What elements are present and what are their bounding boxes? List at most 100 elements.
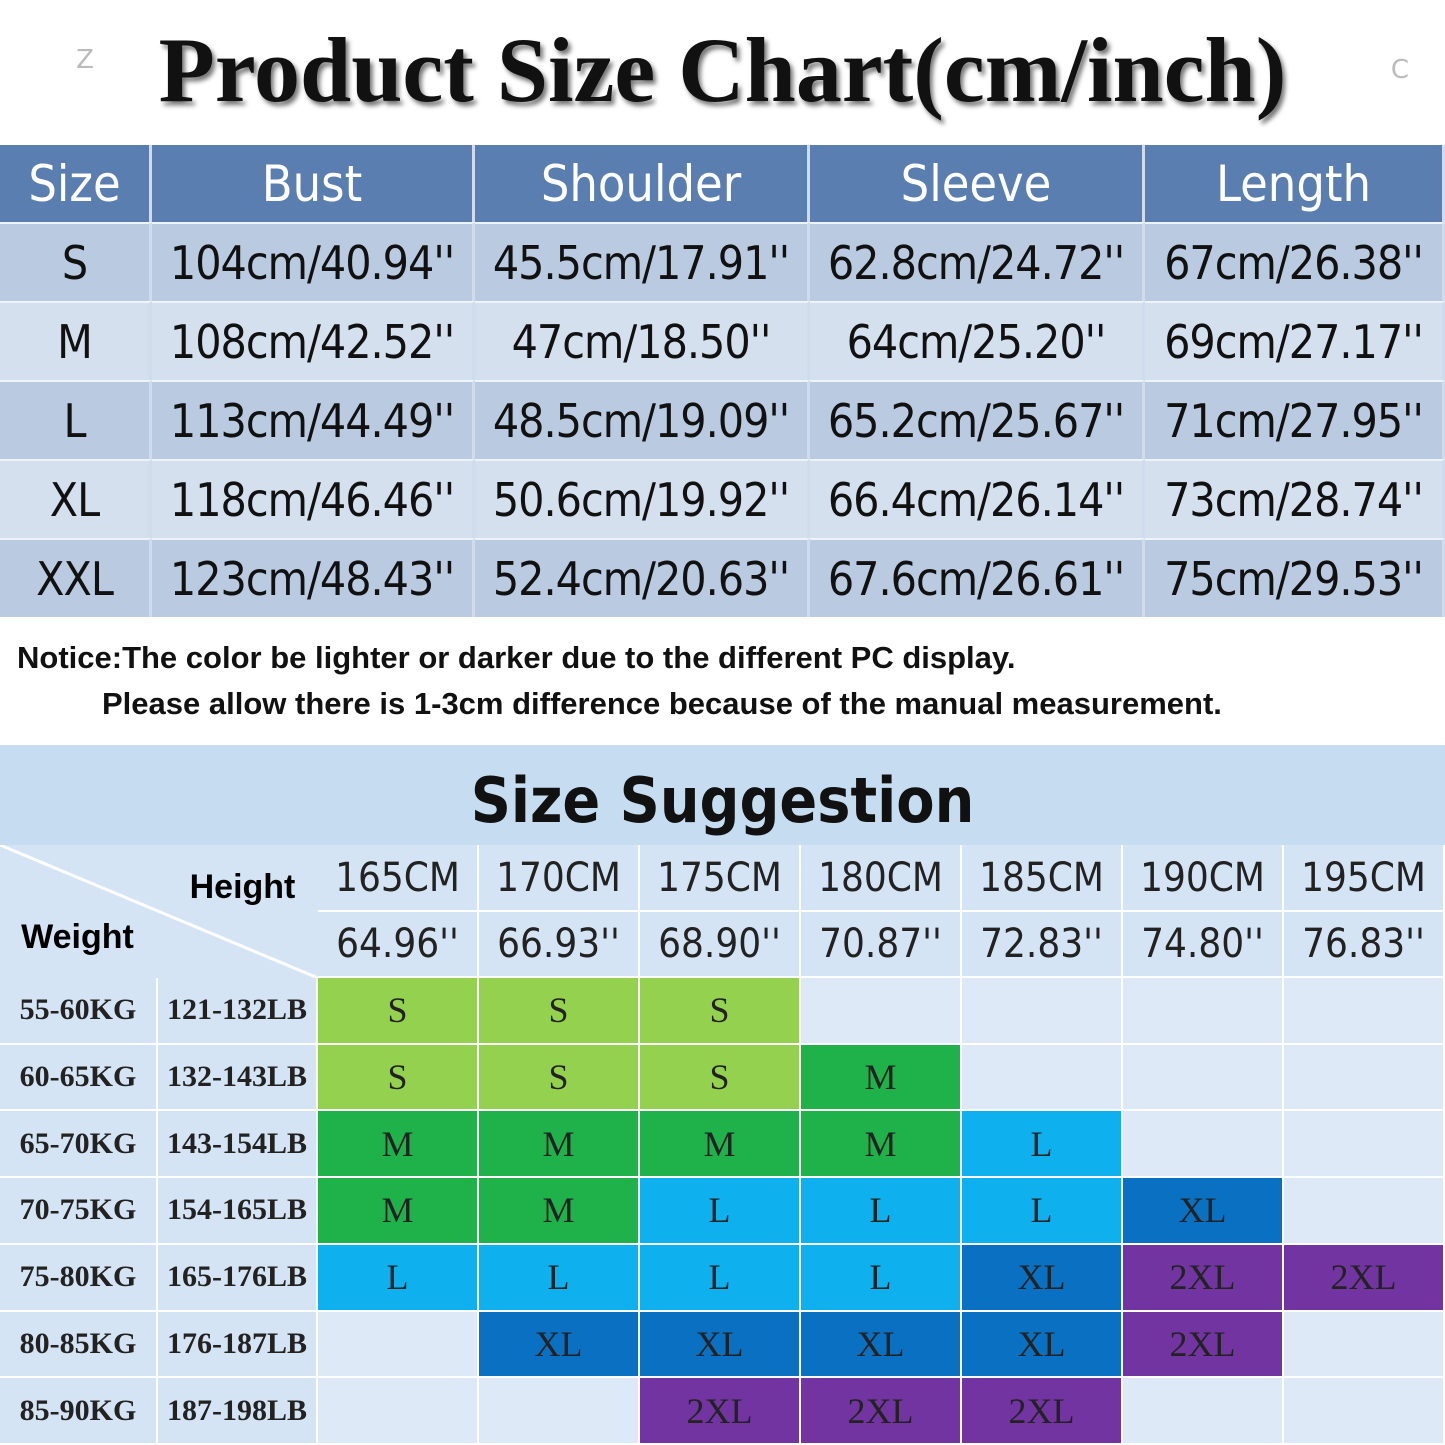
size-cell	[318, 1378, 479, 1445]
size-cell: 2XL	[1284, 1244, 1445, 1312]
size-cell: XL	[479, 1311, 640, 1379]
weight-lb: 132-143LB	[158, 1044, 318, 1112]
size-cell	[1123, 978, 1284, 1045]
weight-kg: 70-75KG	[0, 1178, 158, 1245]
weight-lb: 165-176LB	[158, 1244, 318, 1312]
size-cell: M	[640, 1111, 801, 1179]
weight-kg: 60-65KG	[0, 1044, 158, 1112]
size-cell	[318, 1311, 479, 1379]
size-cell: S	[640, 1044, 801, 1112]
table-cell: 118cm/46.46''	[152, 459, 475, 538]
column-header: Sleeve	[810, 145, 1145, 222]
weight-kg: 65-70KG	[0, 1111, 158, 1179]
size-cell: L	[479, 1244, 640, 1312]
table-cell: L	[0, 380, 152, 459]
height-cm: 165CM	[318, 845, 479, 912]
size-cell: M	[318, 1178, 479, 1245]
size-cell	[1123, 1378, 1284, 1445]
table-cell: 67.6cm/26.61''	[810, 538, 1145, 617]
height-cm: 170CM	[479, 845, 640, 912]
height-inch: 66.93''	[479, 912, 640, 978]
table-cell: 71cm/27.95''	[1145, 380, 1445, 459]
size-cell	[962, 978, 1123, 1045]
size-cell	[1123, 1111, 1284, 1179]
table-cell: M	[0, 301, 152, 380]
size-cell: 2XL	[1123, 1311, 1284, 1379]
size-cell	[801, 978, 962, 1045]
weight-lb: 143-154LB	[158, 1111, 318, 1179]
weight-kg: 55-60KG	[0, 978, 158, 1045]
size-cell: L	[962, 1111, 1123, 1179]
table-cell: 45.5cm/17.91''	[475, 222, 810, 301]
height-cm: 180CM	[801, 845, 962, 912]
weight-kg: 75-80KG	[0, 1244, 158, 1312]
size-cell: S	[479, 1044, 640, 1112]
column-header: Size	[0, 145, 152, 222]
title: Product Size Chart(cm/inch)	[158, 19, 1287, 121]
size-cell: S	[318, 978, 479, 1045]
watermark: C	[1390, 55, 1410, 85]
size-cell	[1284, 978, 1445, 1045]
table-cell: 123cm/48.43''	[152, 538, 475, 617]
height-cm: 190CM	[1123, 845, 1284, 912]
table-cell: 108cm/42.52''	[152, 301, 475, 380]
height-label: Height	[189, 868, 296, 906]
table-cell: 62.8cm/24.72''	[810, 222, 1145, 301]
size-cell	[1284, 1378, 1445, 1445]
table-cell: 104cm/40.94''	[152, 222, 475, 301]
size-cell: M	[479, 1178, 640, 1245]
table-cell: XXL	[0, 538, 152, 617]
suggestion-header	[0, 745, 1445, 845]
corner	[0, 845, 318, 978]
height-inch: 68.90''	[640, 912, 801, 978]
notice: Notice:The color be lighter or darker du…	[17, 640, 1016, 675]
table-cell: XL	[0, 459, 152, 538]
height-cm: 175CM	[640, 845, 801, 912]
height-inch: 72.83''	[962, 912, 1123, 978]
column-header: Bust	[152, 145, 475, 222]
size-cell	[1284, 1044, 1445, 1112]
size-cell: 2XL	[1123, 1244, 1284, 1312]
size-cell	[1284, 1111, 1445, 1179]
size-cell	[1284, 1178, 1445, 1245]
weight-lb: 187-198LB	[158, 1378, 318, 1445]
size-cell: XL	[962, 1244, 1123, 1312]
height-cm: 195CM	[1284, 845, 1445, 912]
size-cell: S	[640, 978, 801, 1045]
weight-lb: 176-187LB	[158, 1311, 318, 1379]
watermark: Z	[76, 45, 94, 75]
size-cell: XL	[801, 1311, 962, 1379]
size-cell	[479, 1378, 640, 1445]
height-inch: 74.80''	[1123, 912, 1284, 978]
table-cell: 66.4cm/26.14''	[810, 459, 1145, 538]
table-cell: 67cm/26.38''	[1145, 222, 1445, 301]
size-cell: L	[640, 1178, 801, 1245]
height-inch: 64.96''	[318, 912, 479, 978]
table-cell: 48.5cm/19.09''	[475, 380, 810, 459]
table-cell: 73cm/28.74''	[1145, 459, 1445, 538]
table-cell: S	[0, 222, 152, 301]
column-header: Length	[1145, 145, 1445, 222]
table-cell: 65.2cm/25.67''	[810, 380, 1145, 459]
size-cell: S	[318, 1044, 479, 1112]
weight-lb: 154-165LB	[158, 1178, 318, 1245]
height-inch: 70.87''	[801, 912, 962, 978]
table-cell: 47cm/18.50''	[475, 301, 810, 380]
size-cell: M	[479, 1111, 640, 1179]
weight-kg: 85-90KG	[0, 1378, 158, 1445]
size-cell: XL	[1123, 1178, 1284, 1245]
size-cell: 2XL	[962, 1378, 1123, 1445]
notice: Please allow there is 1-3cm difference b…	[102, 686, 1222, 721]
size-cell: M	[318, 1111, 479, 1179]
table-cell: 75cm/29.53''	[1145, 538, 1445, 617]
size-cell	[962, 1044, 1123, 1112]
weight-lb: 121-132LB	[158, 978, 318, 1045]
size-cell: L	[640, 1244, 801, 1312]
weight-label: Weight	[21, 918, 134, 956]
size-cell: L	[801, 1244, 962, 1312]
size-cell: S	[479, 978, 640, 1045]
size-cell	[1284, 1311, 1445, 1379]
size-cell: M	[801, 1044, 962, 1112]
size-cell: L	[801, 1178, 962, 1245]
